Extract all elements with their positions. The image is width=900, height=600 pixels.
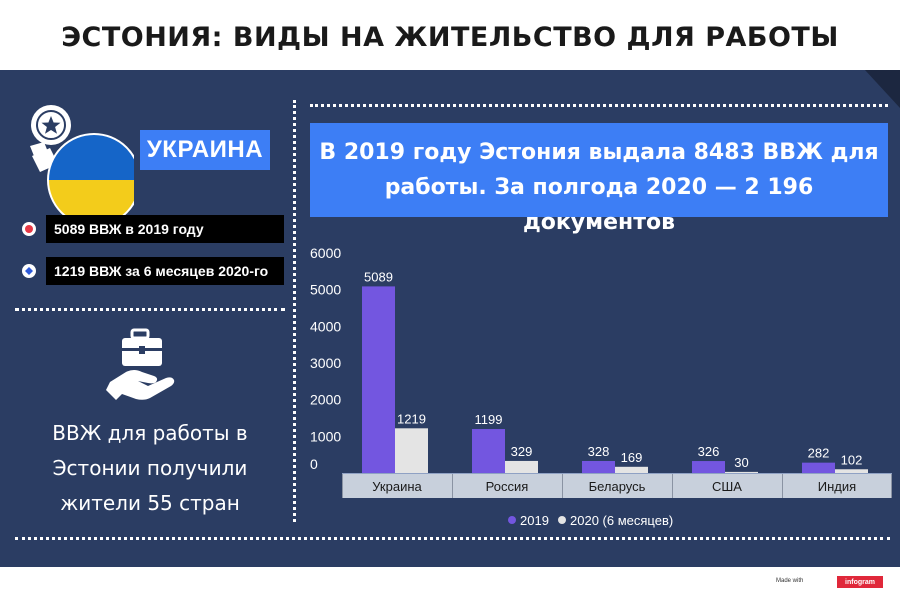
category-cell (782, 474, 892, 498)
made-with-text: Made with (776, 578, 804, 584)
data-label: 1219 (397, 411, 426, 426)
data-label: 282 (808, 446, 830, 461)
bar-2019-Россия (472, 429, 505, 473)
category-label: Индия (818, 479, 856, 494)
y-tick-label: 3000 (310, 355, 341, 371)
category-label: США (712, 479, 742, 494)
bar-chart: 0 1000 2000 3000 4000 5000 6000 Украина 5089 1219… (310, 245, 892, 528)
rosette-icon (31, 105, 71, 145)
bar-2020-Индия (835, 469, 868, 473)
side-text-line: Эстонии получили (52, 456, 248, 480)
legend-marker (508, 516, 516, 524)
y-tick-label: 2000 (310, 392, 341, 408)
category-cell (452, 474, 562, 498)
side-text-line: ВВЖ для работы в (52, 421, 248, 445)
y-tick-label: 4000 (310, 318, 341, 334)
y-tick-label: 1000 (310, 428, 341, 444)
flag-circle-icon (47, 133, 134, 227)
data-label: 329 (511, 444, 533, 459)
left-divider (15, 308, 285, 311)
infogram-logo[interactable]: infogram (837, 576, 883, 588)
top-divider (310, 104, 888, 107)
category-cell (562, 474, 672, 498)
bar-2019-Индия (802, 462, 835, 473)
stat-row-2020: 1219 ВВЖ за 6 месяцев 2020-го (22, 257, 284, 285)
category-cell (342, 474, 452, 498)
bar-2019-Беларусь (582, 460, 615, 473)
bar-2020-Беларусь (615, 466, 648, 473)
bar-2020-Украина (395, 428, 428, 473)
category-label: Россия (486, 479, 529, 494)
hand-with-briefcase-icon (106, 328, 175, 400)
legend-label: 2019 (520, 513, 549, 528)
bar-2019-Украина (362, 286, 395, 473)
data-label: 1199 (475, 412, 503, 427)
stat-2020-text: 1219 ВВЖ за 6 месяцев 2020-го (46, 257, 284, 285)
bar-2020-Россия (505, 460, 538, 473)
red-circle-icon (22, 222, 36, 236)
legend-label: 2020 (6 месяцев) (570, 513, 673, 528)
page-title: ЭСТОНИЯ: ВИДЫ НА ЖИТЕЛЬСТВО ДЛЯ РАБОТЫ (61, 22, 839, 53)
bottom-divider (15, 537, 890, 540)
data-label: 328 (588, 444, 610, 459)
data-label: 326 (698, 444, 720, 459)
legend-marker (558, 516, 566, 524)
category-cell (672, 474, 782, 498)
side-text: ВВЖ для работы в Эстонии получили жители… (30, 416, 270, 521)
data-label: 102 (841, 452, 863, 467)
bar-2019-США (692, 461, 725, 473)
headline-box: В 2019 году Эстония выдала 8483 ВВЖ для … (310, 123, 888, 235)
ukraine-flag-award-icon (30, 105, 134, 227)
bar-2020-США (725, 471, 758, 473)
stat-2019-text: 5089 ВВЖ в 2019 году (46, 215, 284, 243)
side-text-line: жители 55 стран (60, 491, 240, 515)
country-label: УКРАИНА (140, 130, 270, 170)
data-label: 169 (621, 450, 643, 465)
headline-line: В 2019 году Эстония выдала 8483 ВВЖ для (319, 140, 879, 165)
y-tick-label: 6000 (310, 245, 341, 261)
data-label: 5089 (364, 269, 393, 284)
y-tick-label: 5000 (310, 282, 341, 298)
category-label: Беларусь (589, 479, 646, 494)
vertical-divider (293, 100, 296, 522)
stat-row-2019: 5089 ВВЖ в 2019 году (22, 215, 284, 243)
category-label: Украина (372, 479, 422, 494)
panel-corner-decoration (865, 70, 900, 108)
headline-line: работы. За полгода 2020 — 2 196 документ… (384, 175, 814, 235)
blue-diamond-icon (22, 264, 36, 278)
infographic-panel: УКРАИНА 5089 ВВЖ в 2019 году 1219 ВВЖ за… (0, 70, 900, 567)
y-tick-label: 0 (310, 456, 318, 472)
data-label: 30 (734, 455, 748, 470)
